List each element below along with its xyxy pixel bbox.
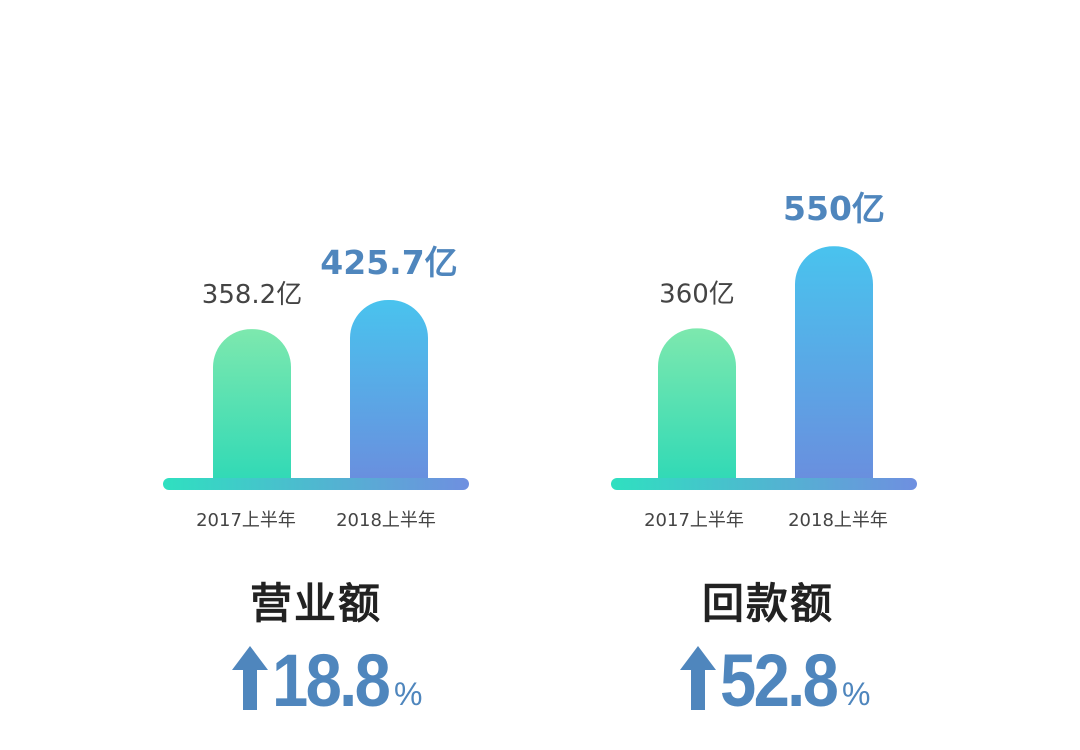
growth-revenue: 18.8 % <box>232 636 422 718</box>
growth-value-revenue: 18.8 <box>272 639 391 722</box>
value-label-0-1: 425.7亿 <box>320 243 457 282</box>
arrow-up-icon <box>232 646 268 710</box>
growth-collection: 52.8 % <box>680 636 870 718</box>
category-label-1-0: 2017上半年 <box>644 510 744 531</box>
category-label-0-1: 2018上半年 <box>336 510 436 531</box>
baseline-0 <box>163 478 469 490</box>
category-label-1-1: 2018上半年 <box>788 510 888 531</box>
growth-unit-revenue: % <box>394 676 423 712</box>
arrow-up-icon <box>680 646 716 710</box>
baseline-1 <box>611 478 917 490</box>
category-label-0-0: 2017上半年 <box>196 510 296 531</box>
value-label-1-0: 360亿 <box>659 279 735 309</box>
bar-0-0 <box>213 329 291 484</box>
chart-title-revenue: 营业额 <box>249 579 382 628</box>
bar-1-1 <box>795 246 873 484</box>
value-label-1-1: 550亿 <box>783 189 885 228</box>
value-label-0-0: 358.2亿 <box>202 280 302 310</box>
bar-0-1 <box>350 299 428 484</box>
chart-title-collection: 回款额 <box>701 579 834 628</box>
bar-1-0 <box>658 328 736 484</box>
growth-unit-collection: % <box>842 676 871 712</box>
growth-value-collection: 52.8 <box>720 639 839 722</box>
